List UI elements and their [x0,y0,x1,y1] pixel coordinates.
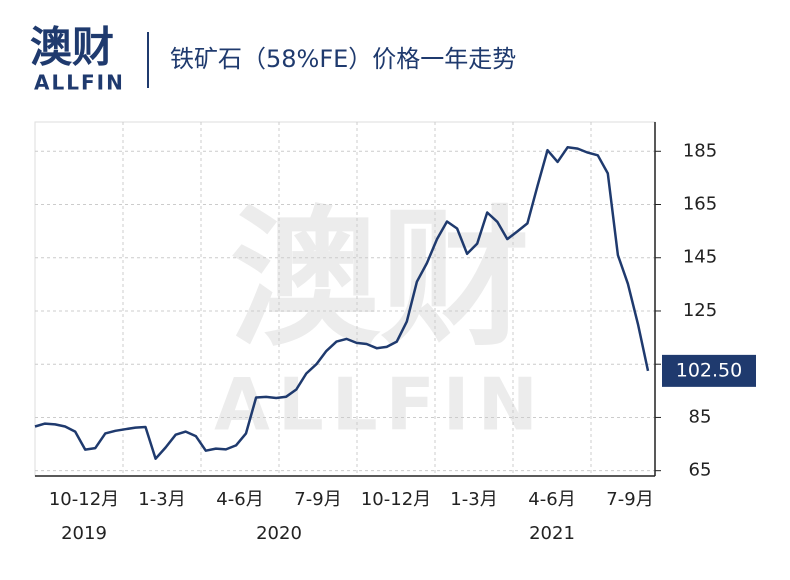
last-value-label: 102.50 [676,359,742,381]
x-tick-label: 4-6月 [528,489,575,510]
y-tick-label: 165 [683,194,717,215]
x-tick-label: 10-12月 [361,489,431,510]
y-tick-label: 65 [689,460,712,481]
y-tick-label: 145 [683,247,717,268]
chart-title: 铁矿石（58%FE）价格一年走势 [170,45,516,73]
x-tick-label: 7-9月 [294,489,341,510]
watermark: 澳财 [230,193,530,367]
logo-name: 澳财 [30,23,114,72]
x-tick-label: 7-9月 [606,489,653,510]
y-tick-label: 125 [683,300,717,321]
x-tick-label: 10-12月 [49,489,119,510]
year-label: 2020 [256,523,302,544]
x-tick-label: 4-6月 [216,489,263,510]
year-label: 2021 [529,523,575,544]
x-tick-label: 1-3月 [450,489,497,510]
watermark-brand: ALLFIN [214,363,546,447]
logo-brand: ALLFIN [34,71,125,95]
price-line [34,146,650,460]
x-tick-label: 1-3月 [138,489,185,510]
y-tick-label: 85 [689,406,712,427]
last-value-box [662,354,756,387]
year-label: 2019 [61,523,107,544]
y-tick-label: 185 [683,140,717,161]
